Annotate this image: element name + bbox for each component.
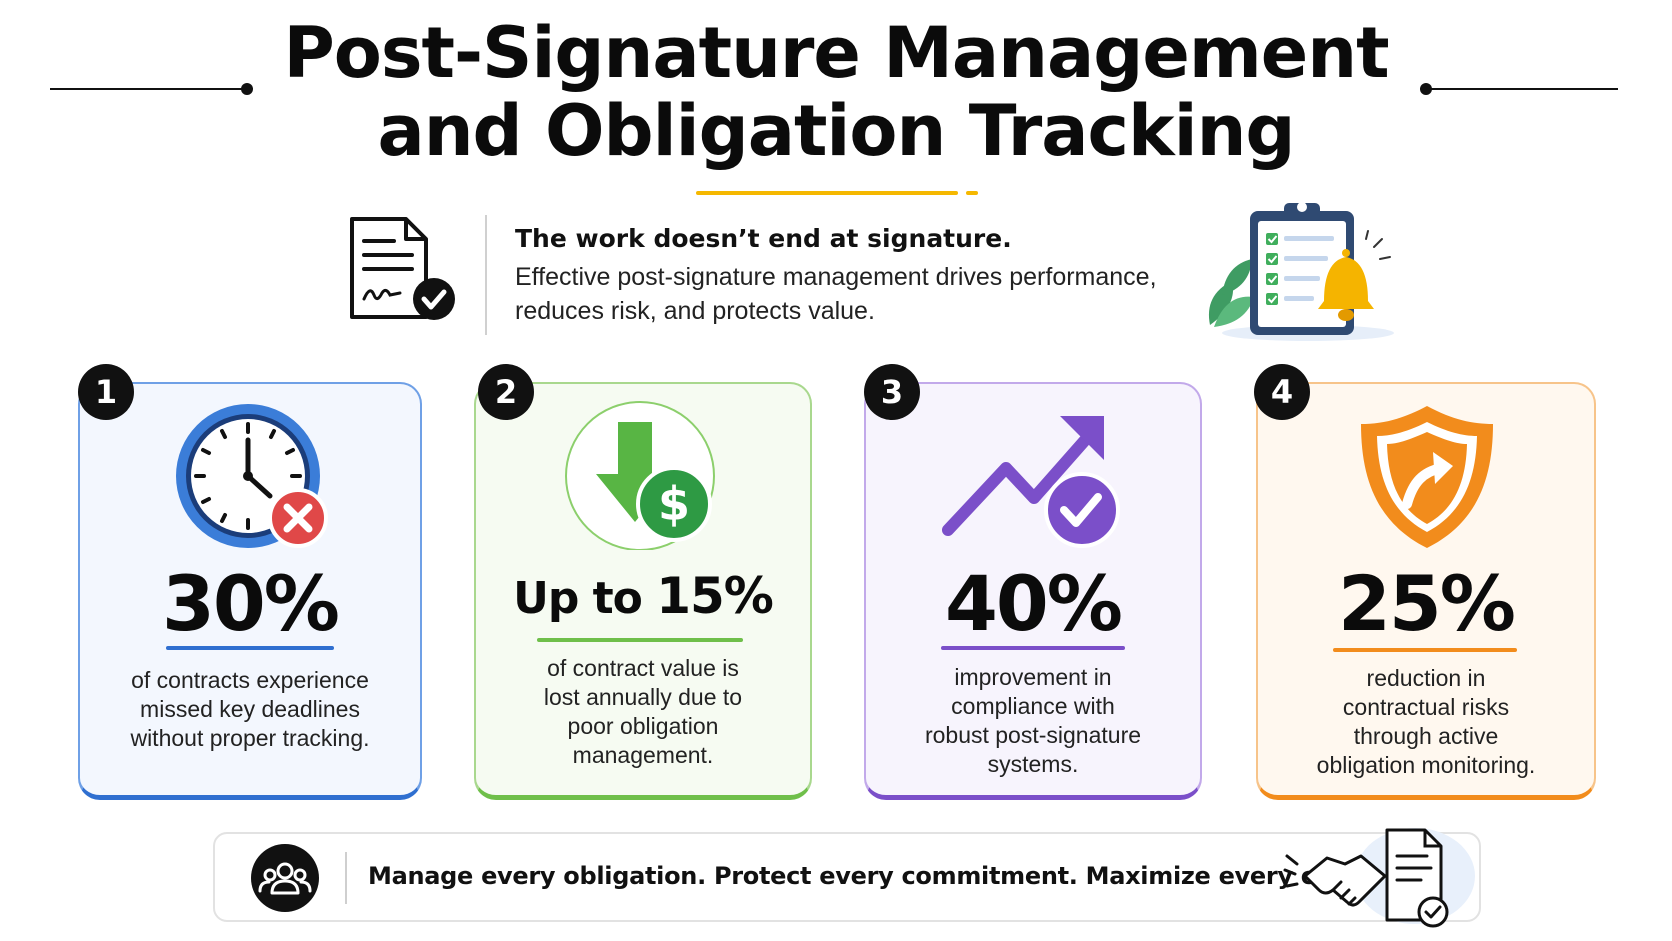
title-accent-dash — [966, 191, 978, 195]
stat-value-2: Up to 15% — [474, 566, 812, 629]
card-number-badge-4: 4 — [1254, 364, 1310, 420]
desc-1-line-1: of contracts experience — [131, 667, 369, 693]
intro-heading: The work doesn’t end at signature. — [515, 224, 1012, 253]
title-rule-left — [50, 88, 246, 90]
intro-separator — [485, 215, 487, 335]
signed-document-check-icon — [350, 217, 455, 320]
title-rule-left-dot — [241, 83, 253, 95]
footer-banner — [213, 832, 1481, 922]
title-line-1: Post-Signature Management — [283, 12, 1389, 94]
intro-body-line-1: Effective post-signature management driv… — [515, 263, 1157, 291]
stat-value-3: 40% — [945, 559, 1123, 648]
desc-3-line-2: compliance with — [951, 693, 1115, 719]
desc-2-line-3: poor obligation — [567, 713, 719, 739]
title-rule-right-dot — [1420, 83, 1432, 95]
stat-value-2-prefix: Up to — [513, 573, 657, 624]
trend-up-check-icon — [942, 416, 1120, 548]
stat-value-1: 30% — [162, 559, 340, 648]
desc-2-line-4: management. — [572, 742, 714, 768]
desc-1-line-3: without proper tracking. — [130, 725, 370, 751]
desc-4-line-3: through active — [1353, 723, 1499, 749]
stat-underline-1 — [166, 646, 334, 650]
intro-body: Effective post-signature management driv… — [515, 260, 1195, 328]
desc-4-line-4: obligation monitoring. — [1316, 752, 1536, 778]
card-number-badge-3: 3 — [864, 364, 920, 420]
intro-body-line-2: reduces risk, and protects value. — [515, 297, 875, 325]
stat-underline-3 — [941, 646, 1125, 650]
down-arrow-dollar-icon: $ — [565, 401, 715, 550]
clock-missed-deadline-icon — [176, 404, 328, 548]
clipboard-checklist-bell-icon — [1208, 202, 1394, 341]
desc-3-line-4: systems. — [987, 751, 1079, 777]
desc-4-line-1: reduction in — [1366, 665, 1486, 691]
desc-2-line-1: of contract value is — [547, 655, 739, 681]
stat-underline-2 — [537, 638, 743, 642]
stat-value-2-number: 15% — [656, 567, 774, 625]
stat-description-4: reduction in contractual risks through a… — [1266, 664, 1586, 780]
card-number-badge-1: 1 — [78, 364, 134, 420]
title-rule-right — [1428, 88, 1618, 90]
team-people-icon — [251, 844, 319, 912]
shield-arrow-icon — [1361, 406, 1493, 548]
handshake-document-icon — [1283, 828, 1475, 928]
page-title: Post-Signature Management and Obligation… — [0, 14, 1672, 170]
stat-card-3 — [864, 382, 1202, 800]
stat-underline-4 — [1333, 648, 1517, 652]
desc-1-line-2: missed key deadlines — [140, 696, 360, 722]
desc-4-line-2: contractual risks — [1342, 694, 1510, 720]
title-line-2: and Obligation Tracking — [377, 90, 1295, 172]
stat-value-4: 25% — [1338, 559, 1516, 648]
stat-description-1: of contracts experience missed key deadl… — [88, 666, 412, 753]
card-number-badge-2: 2 — [478, 364, 534, 420]
footer-tagline: Manage every obligation. Protect every c… — [368, 862, 1425, 890]
svg-text:$: $ — [658, 477, 690, 531]
desc-3-line-3: robust post-signature — [924, 722, 1142, 748]
desc-3-line-1: improvement in — [954, 664, 1112, 690]
stat-description-2: of contract value is lost annually due t… — [484, 654, 802, 770]
title-block: Post-Signature Management and Obligation… — [0, 14, 1672, 170]
footer-separator — [345, 852, 347, 904]
title-accent-bar — [696, 191, 958, 195]
stat-description-3: improvement in compliance with robust po… — [874, 663, 1192, 779]
desc-2-line-2: lost annually due to — [543, 684, 743, 710]
